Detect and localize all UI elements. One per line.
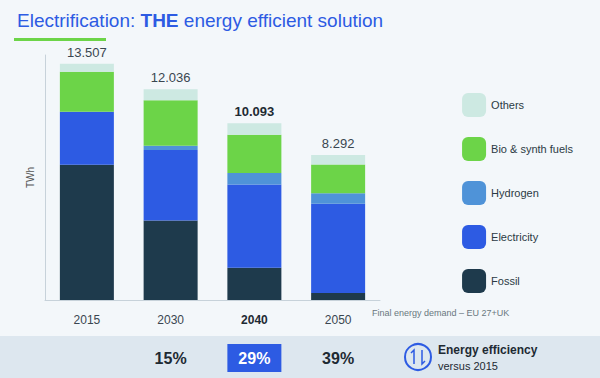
svg-text:39%: 39%	[322, 350, 354, 367]
svg-text:29%: 29%	[238, 350, 270, 367]
svg-text:2030: 2030	[157, 313, 184, 327]
svg-text:Hydrogen: Hydrogen	[491, 187, 539, 199]
svg-text:10.093: 10.093	[234, 104, 274, 119]
svg-text:2015: 2015	[74, 313, 101, 327]
svg-text:energy efficient solution: energy efficient solution	[179, 10, 384, 31]
svg-text:Electricity: Electricity	[491, 231, 539, 243]
svg-text:Electrification:: Electrification:	[17, 10, 141, 31]
svg-text:THE: THE	[141, 10, 179, 31]
svg-text:Final energy demand – EU 27+UK: Final energy demand – EU 27+UK	[372, 308, 509, 318]
svg-text:15%: 15%	[155, 350, 187, 367]
svg-text:8.292: 8.292	[322, 136, 355, 151]
svg-text:versus 2015: versus 2015	[438, 360, 498, 372]
svg-text:2040: 2040	[241, 313, 268, 327]
svg-text:Energy efficiency: Energy efficiency	[438, 343, 538, 357]
svg-text:Fossil: Fossil	[491, 275, 520, 287]
svg-text:13.507: 13.507	[67, 45, 107, 60]
svg-text:12.036: 12.036	[151, 70, 191, 85]
svg-text:Bio & synth fuels: Bio & synth fuels	[491, 143, 573, 155]
svg-text:Others: Others	[491, 99, 525, 111]
svg-text:2050: 2050	[325, 313, 352, 327]
svg-text:TWh: TWh	[25, 167, 36, 188]
